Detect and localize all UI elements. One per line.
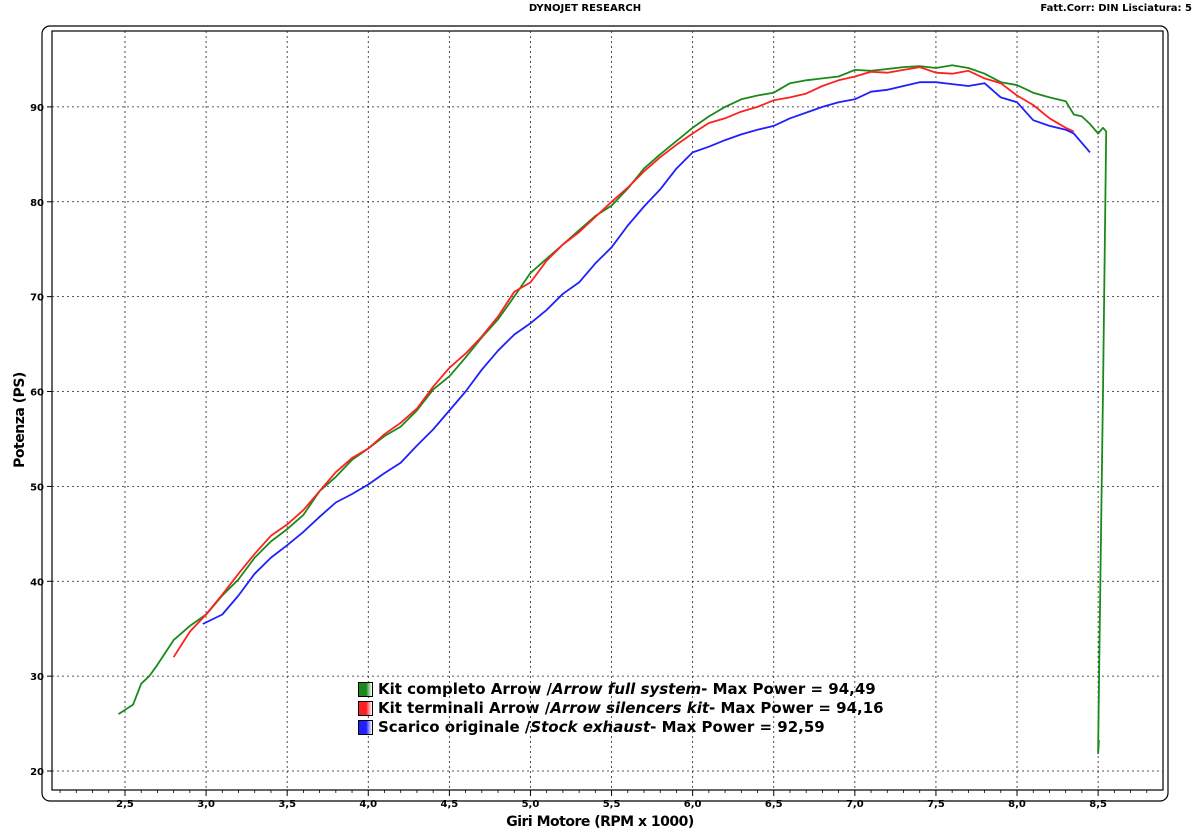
- legend-label-max: - Max Power = 92,59: [650, 718, 825, 736]
- series-line-silencers-kit: [172, 66, 1075, 658]
- grid-lines: [52, 31, 1163, 790]
- y-tick-label: 30: [30, 672, 44, 683]
- legend-label-italic: Arrow full system: [552, 680, 702, 698]
- series-line-full-system: [118, 64, 1108, 754]
- x-tick-label: 8,0: [1008, 799, 1026, 810]
- legend-swatch-green: [358, 682, 373, 697]
- x-tick-label: 2,5: [116, 799, 134, 810]
- y-tick-label: 80: [30, 198, 44, 209]
- legend-label-italic: Arrow silencers kit: [550, 699, 710, 717]
- x-tick-label: 8,5: [1089, 799, 1107, 810]
- y-tick-label: 90: [30, 103, 44, 114]
- x-tick-label: 6,0: [684, 799, 702, 810]
- legend-label-max: - Max Power = 94,49: [701, 680, 876, 698]
- x-tick-label: 5,5: [603, 799, 621, 810]
- legend-label-prefix: Scarico originale /: [378, 718, 531, 736]
- legend-item: Kit terminali Arrow / Arrow silencers ki…: [358, 699, 884, 718]
- header-title: DYNOJET RESEARCH: [528, 3, 642, 14]
- x-tick-label: 3,0: [197, 799, 215, 810]
- legend-label-max: - Max Power = 94,16: [709, 699, 884, 717]
- legend-item: Scarico originale / Stock exhaust - Max …: [358, 718, 884, 737]
- legend-item: Kit completo Arrow / Arrow full system -…: [358, 680, 884, 699]
- y-tick-label: 50: [30, 482, 44, 493]
- y-tick-label: 70: [30, 293, 44, 304]
- x-tick-label: 3,5: [278, 799, 296, 810]
- x-tick-label: 7,0: [846, 799, 864, 810]
- header-correction-info: Fatt.Corr: DIN Lisciatura: 5: [1040, 3, 1192, 14]
- x-tick-label: 6,5: [765, 799, 783, 810]
- y-tick-label: 20: [30, 767, 44, 778]
- legend-swatch-blue: [358, 720, 373, 735]
- y-axis-label: Potenza (PS): [12, 372, 28, 468]
- x-axis-label: Giri Motore (RPM x 1000): [506, 814, 694, 830]
- x-tick-label: 4,5: [441, 799, 459, 810]
- x-tick-label: 5,0: [522, 799, 540, 810]
- series-layer: [118, 64, 1108, 754]
- x-tick-label: 4,0: [359, 799, 377, 810]
- y-tick-label: 60: [30, 388, 44, 399]
- axis-ticks: 2,5 3,0 3,5 4,0 4,5 5,0 5,5 6,0 6,5 7,0 7,5 8,0 8,5 2…: [30, 103, 1148, 810]
- series-line-stock-exhaust: [202, 81, 1091, 625]
- plot-area: [51, 30, 1164, 791]
- legend-label-prefix: Kit completo Arrow /: [378, 680, 553, 698]
- legend: Kit completo Arrow / Arrow full system -…: [358, 680, 884, 737]
- legend-label-italic: Stock exhaust: [530, 718, 651, 736]
- y-tick-label: 40: [30, 577, 44, 588]
- legend-label-prefix: Kit terminali Arrow /: [378, 699, 551, 717]
- legend-swatch-red: [358, 701, 373, 716]
- x-tick-label: 7,5: [927, 799, 945, 810]
